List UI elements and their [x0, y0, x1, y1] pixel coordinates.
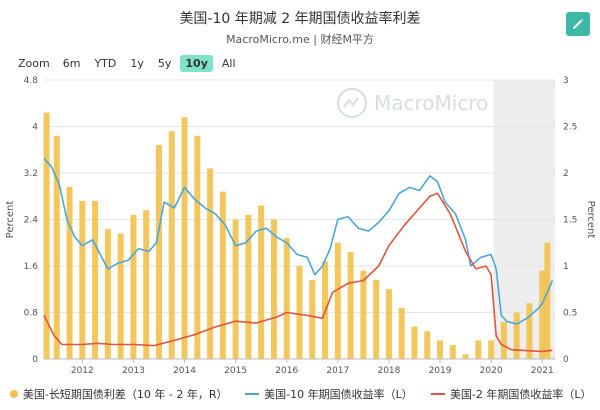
left-tick-label: 4.8	[24, 76, 39, 86]
spread-bar	[539, 270, 546, 359]
zoom-6m-button[interactable]: 6m	[62, 57, 81, 70]
spread-bar	[398, 307, 405, 359]
legend-item-ten-year[interactable]: 美国-10 年期国债收益率（L）	[245, 386, 413, 402]
spread-bar	[130, 214, 137, 359]
legend-label-spread: 美国-长短期国债利差（10 年 - 2 年，R）	[22, 388, 228, 401]
spread-bar	[347, 252, 354, 359]
chart-title: 美国-10 年期减 2 年期国债收益率利差	[179, 11, 421, 27]
spread-bar	[104, 228, 111, 359]
spread-bar	[181, 117, 188, 359]
spread-bar	[513, 312, 520, 359]
x-tick-label: 2014	[173, 366, 196, 376]
left-tick-label: 0.8	[24, 309, 39, 319]
two-year-line	[43, 192, 553, 353]
spread-bar	[309, 279, 316, 359]
spread-bar	[270, 219, 277, 359]
spread-bar	[43, 112, 50, 359]
spread-bar	[411, 326, 418, 359]
spread-bar	[92, 200, 99, 359]
x-tick-label: 2018	[377, 366, 400, 376]
spread-bar	[544, 242, 551, 359]
left-tick-label: 1.6	[24, 262, 39, 272]
legend-item-spread[interactable]: 美国-长短期国债利差（10 年 - 2 年，R）	[10, 386, 228, 402]
spread-bar	[232, 219, 239, 359]
spread-bar	[207, 168, 214, 359]
spread-bar	[53, 135, 60, 359]
spread-bar	[526, 303, 533, 359]
right-tick-label: 2	[563, 169, 569, 179]
legend-swatch-spread	[10, 390, 18, 398]
spread-bar	[258, 205, 265, 359]
x-tick-label: 2021	[531, 366, 554, 376]
legend-label-ten-year: 美国-10 年期国债收益率（L）	[264, 388, 413, 401]
chart-legend: 美国-长短期国债利差（10 年 - 2 年，R） 美国-10 年期国债收益率（L…	[0, 386, 600, 402]
pencil-icon	[573, 18, 584, 29]
right-axis-title: Percent	[585, 201, 596, 239]
left-tick-label: 3.2	[24, 169, 38, 179]
right-tick-label: 1.5	[563, 216, 577, 226]
legend-label-two-year: 美国-2 年期国债收益率（L）	[449, 388, 592, 401]
x-tick-label: 2019	[429, 366, 452, 376]
spread-bar	[143, 210, 150, 359]
spread-bar	[168, 131, 175, 359]
x-tick-label: 2020	[480, 366, 503, 376]
x-tick-label: 2013	[122, 366, 145, 376]
spread-bar	[373, 279, 380, 359]
spread-bar	[360, 270, 367, 359]
spread-bar	[475, 340, 482, 359]
zoom-label: Zoom	[18, 57, 50, 70]
zoom-all-button[interactable]: All	[221, 57, 236, 70]
watermark-logo-icon	[337, 88, 367, 118]
zoom-5y-button[interactable]: 5y	[157, 57, 172, 70]
spread-bar	[194, 135, 201, 359]
spread-bar	[117, 233, 124, 359]
zoom-10y-button[interactable]: 10y	[180, 55, 213, 72]
left-axis-title: Percent	[5, 201, 16, 239]
spread-bar	[385, 289, 392, 359]
ten-year-line	[43, 157, 554, 325]
spread-bar	[155, 145, 162, 359]
spread-bar	[79, 200, 86, 359]
spread-bar	[437, 340, 444, 359]
spread-bar	[449, 345, 456, 359]
right-tick-label: 0.5	[563, 309, 577, 319]
spread-bar	[219, 191, 226, 359]
zoom-bar: Zoom 6m YTD 1y 5y 10y All	[18, 55, 245, 72]
spread-bar	[245, 214, 252, 359]
x-tick-label: 2017	[326, 366, 349, 376]
left-tick-label: 0	[32, 355, 38, 365]
legend-swatch-ten-year	[245, 393, 260, 395]
x-tick-label: 2016	[275, 366, 298, 376]
legend-item-two-year[interactable]: 美国-2 年期国债收益率（L）	[431, 386, 592, 402]
right-tick-label: 1	[563, 262, 569, 272]
watermark-logo-mark	[343, 97, 359, 108]
zoom-1y-button[interactable]: 1y	[130, 57, 144, 70]
spread-bar	[296, 266, 303, 359]
edit-button[interactable]	[566, 12, 590, 36]
spread-bar	[488, 340, 495, 359]
spread-bar	[66, 186, 73, 359]
spread-bar	[424, 331, 431, 359]
x-tick-label: 2012	[71, 366, 94, 376]
spread-bar	[462, 354, 469, 359]
x-tick-label: 2015	[224, 366, 247, 376]
spread-bar	[334, 242, 341, 359]
legend-swatch-two-year	[431, 393, 445, 395]
watermark-text: MacroMicro	[374, 91, 488, 115]
spread-bar	[283, 238, 290, 359]
left-tick-label: 4	[32, 123, 38, 133]
left-tick-label: 2.4	[24, 216, 39, 226]
spread-bar	[500, 321, 507, 359]
right-tick-label: 0	[563, 355, 569, 365]
right-tick-label: 3	[563, 76, 569, 86]
chart-subtitle: MacroMicro.me | 财经M平方	[226, 33, 374, 46]
zoom-ytd-button[interactable]: YTD	[94, 57, 117, 70]
right-tick-label: 2.5	[563, 123, 577, 133]
